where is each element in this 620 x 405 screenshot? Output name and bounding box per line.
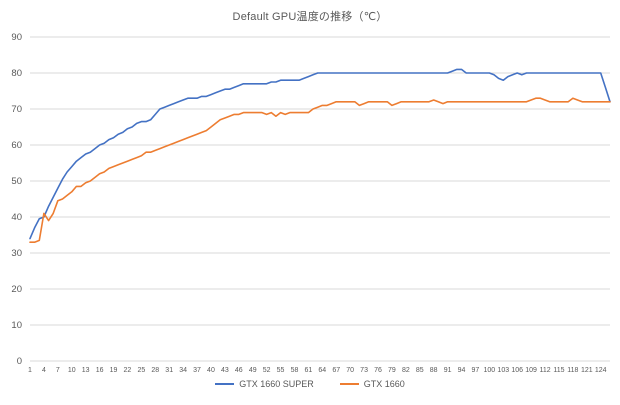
x-axis-tick-label: 10 [68, 367, 76, 374]
x-axis-tick-label: 85 [416, 367, 424, 374]
x-axis-tick-label: 61 [305, 367, 313, 374]
x-axis-tick-label: 25 [137, 367, 145, 374]
x-axis-tick-label: 19 [110, 367, 118, 374]
x-axis-tick-label: 67 [332, 367, 340, 374]
x-axis-tick-label: 49 [249, 367, 257, 374]
x-axis-tick-label: 43 [221, 367, 229, 374]
x-axis-tick-label: 34 [179, 367, 187, 374]
x-axis-tick-label: 4 [42, 367, 46, 374]
y-axis-tick-label: 50 [11, 176, 22, 187]
x-axis-tick-label: 106 [511, 367, 523, 374]
x-axis-tick-label: 115 [553, 367, 564, 374]
series-line-gtx-1660 [29, 97, 611, 243]
x-axis-tick-label: 91 [444, 367, 452, 374]
y-axis-tick-label: 80 [11, 68, 22, 79]
legend: GTX 1660 SUPER GTX 1660 [0, 379, 620, 389]
x-axis-tick-label: 94 [458, 367, 466, 374]
x-axis-tick-label: 118 [567, 367, 578, 374]
y-axis-tick-label: 10 [11, 320, 22, 331]
legend-line-icon [339, 383, 359, 385]
x-axis-tick-label: 112 [539, 367, 550, 374]
x-axis-tick-label: 40 [207, 367, 215, 374]
legend-item-gtx-1660-super: GTX 1660 SUPER [215, 379, 314, 389]
y-axis-tick-label: 60 [11, 140, 22, 151]
y-axis-tick-label: 30 [11, 248, 22, 259]
y-axis-tick-label: 0 [17, 356, 22, 367]
x-axis-tick-label: 124 [595, 367, 607, 374]
x-axis-tick-label: 16 [96, 367, 104, 374]
x-axis-tick-label: 103 [497, 367, 509, 374]
legend-label: GTX 1660 SUPER [239, 379, 314, 389]
y-axis-tick-label: 40 [11, 212, 22, 223]
x-axis-tick-label: 22 [124, 367, 132, 374]
y-axis-tick-label: 20 [11, 284, 22, 295]
y-axis-tick-label: 70 [11, 104, 22, 115]
legend-label: GTX 1660 [363, 379, 405, 389]
x-axis-tick-label: 46 [235, 367, 243, 374]
x-axis-tick-label: 70 [346, 367, 354, 374]
x-axis-tick-label: 82 [402, 367, 410, 374]
x-axis-tick-label: 121 [581, 367, 593, 374]
x-axis-tick-label: 97 [472, 367, 480, 374]
legend-line-icon [215, 383, 235, 385]
chart-title: Default GPU温度の推移（℃） [232, 11, 388, 23]
x-axis-tick-label: 64 [318, 367, 326, 374]
x-axis-tick-label: 1 [28, 367, 32, 374]
x-axis-tick-label: 31 [165, 367, 173, 374]
series-line-gtx-1660-super [29, 68, 611, 240]
x-axis-tick-label: 79 [388, 367, 396, 374]
x-axis-tick-label: 52 [263, 367, 271, 374]
x-axis-tick-label: 109 [525, 367, 537, 374]
x-axis-tick-label: 58 [291, 367, 299, 374]
x-axis-tick-label: 28 [151, 367, 159, 374]
x-axis-tick-label: 73 [360, 367, 368, 374]
x-axis-tick-label: 13 [82, 367, 90, 374]
x-axis-tick-label: 88 [430, 367, 438, 374]
x-axis-tick-label: 100 [484, 367, 496, 374]
x-axis-tick-label: 37 [193, 367, 201, 374]
y-axis-tick-label: 90 [11, 32, 22, 43]
x-axis-tick-label: 55 [277, 367, 285, 374]
x-axis-tick-label: 76 [374, 367, 382, 374]
legend-item-gtx-1660: GTX 1660 [339, 379, 405, 389]
x-axis-tick-label: 7 [56, 367, 60, 374]
